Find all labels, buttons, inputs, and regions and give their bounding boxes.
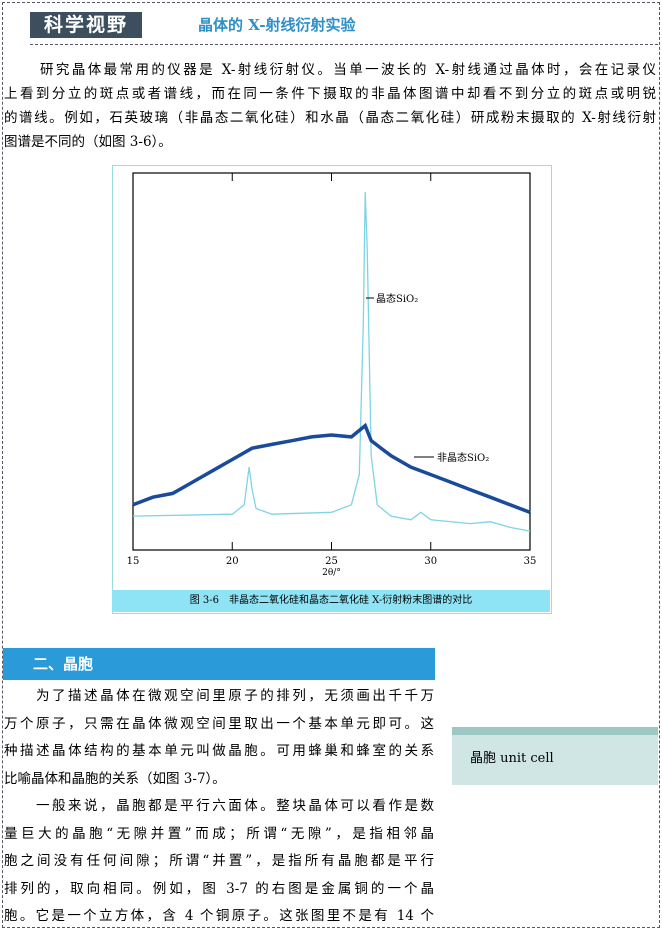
text-line: 上看到分立的斑点或者谱线，而在同一条件下摄取的非晶体图谱中却看不到分立的斑点或明… bbox=[4, 86, 656, 102]
figure-caption: 图 3-6 非晶态二氧化硅和晶态二氧化硅 X-衍射粉末图谱的对比 bbox=[112, 590, 550, 612]
header-rule bbox=[30, 44, 658, 45]
section-title: 二、晶胞 bbox=[3, 648, 435, 680]
text-line: 万个原子，只需在晶体微观空间里取出一个基本单元即可。这 bbox=[4, 715, 434, 732]
text-line: 研究晶体最常用的仪器是 X-射线衍射仪。当单一波长的 X-射线通过晶体时，会在记… bbox=[40, 62, 656, 78]
text-line: 种描述晶体结构的基本单元叫做晶胞。可用蜂巢和蜂室的关系 bbox=[4, 743, 434, 759]
text-line: 胞之间没有任何间隙；所谓“并置”，是指所有晶胞都是平行 bbox=[4, 853, 434, 869]
sidebar-term: 晶胞 unit cell bbox=[452, 727, 658, 785]
text-line: 排列的，取向相同。例如，图 3-7 的右图是金属铜的一个晶 bbox=[4, 880, 434, 897]
header-title: 晶体的 X-射线衍射实验 bbox=[198, 16, 356, 34]
text-line: 量巨大的晶胞“无隙并置”而成；所谓“无隙”，是指相邻晶 bbox=[4, 825, 434, 842]
text-line: 比喻晶体和晶胞的关系（如图 3-7）。 bbox=[4, 770, 226, 787]
text-line: 一般来说，晶胞都是平行六面体。整块晶体可以看作是数 bbox=[36, 798, 434, 814]
text-line: 的谱线。例如，石英玻璃（非晶态二氧化硅）和水晶（晶态二氧化硅）研成粉末摄取的 X… bbox=[4, 110, 656, 126]
figure bbox=[112, 165, 552, 614]
logo: 科学视野 bbox=[30, 12, 142, 38]
text-line: 胞。它是一个立方体，含 4 个铜原子。这张图里不是有 14 个 bbox=[4, 908, 434, 924]
text-line: 图谱是不同的（如图 3-6）。 bbox=[4, 134, 172, 150]
text-line: 为了描述晶体在微观空间里原子的排列，无须画出千千万 bbox=[36, 688, 434, 704]
